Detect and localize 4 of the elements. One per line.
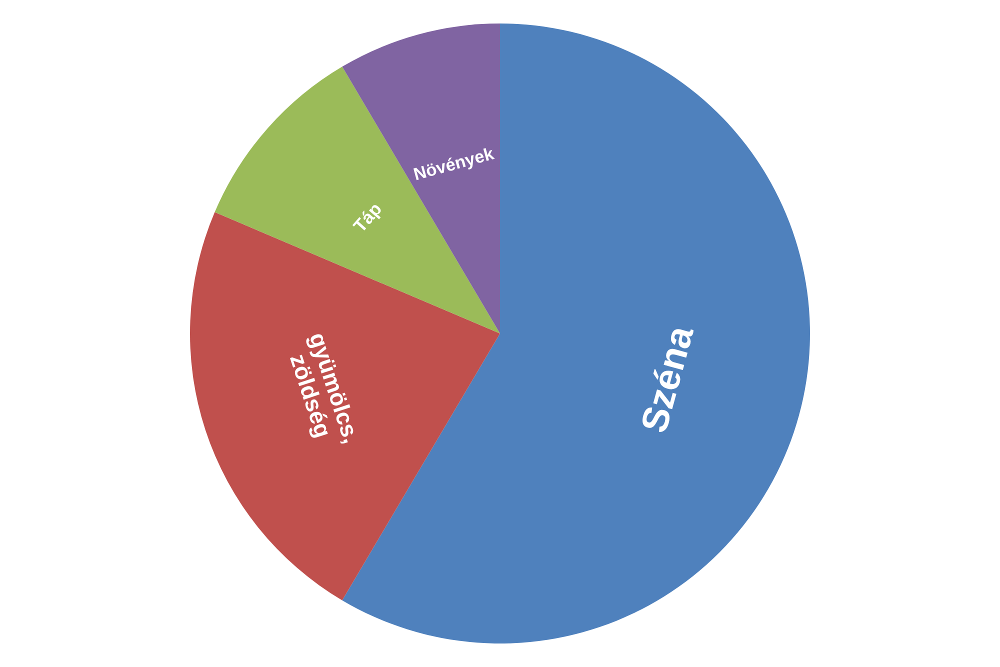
pie-slice	[342, 24, 500, 334]
slice-label: Széna	[632, 320, 702, 437]
slice-label: Táp	[350, 198, 386, 236]
pie-slice	[214, 66, 500, 334]
